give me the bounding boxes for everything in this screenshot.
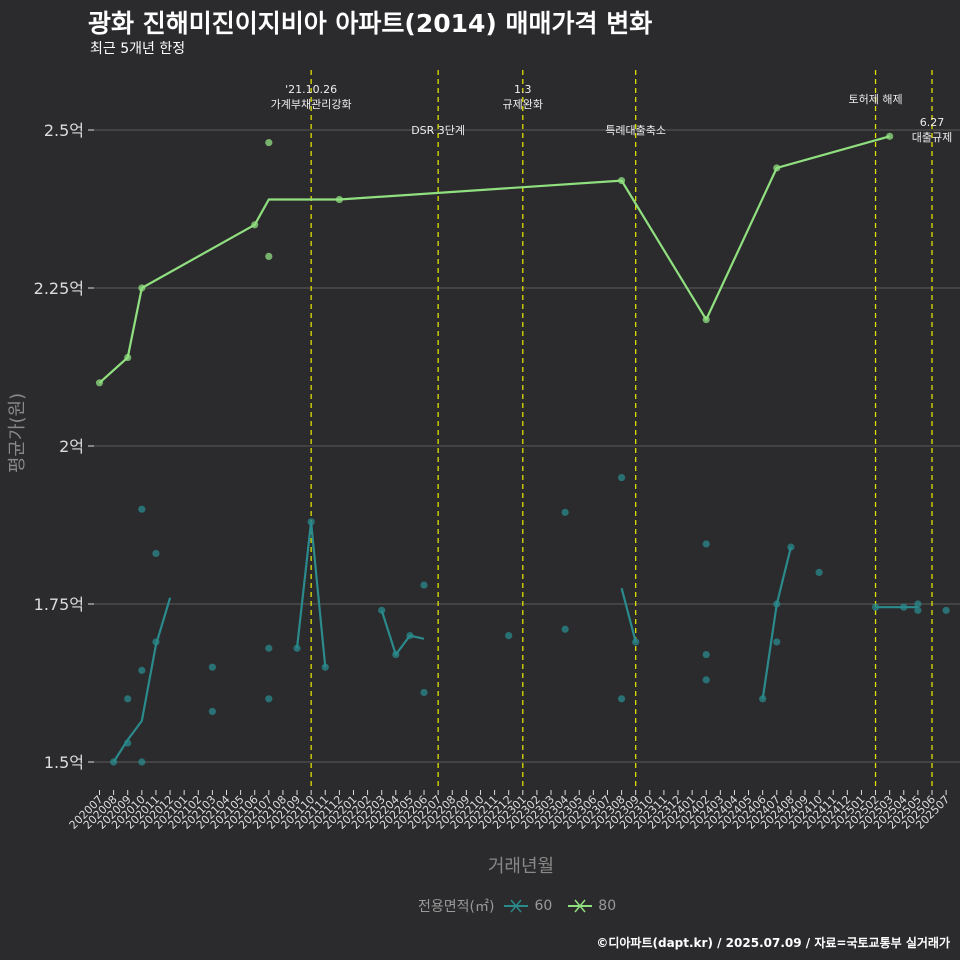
series-60-point — [265, 695, 273, 703]
event-label: 특례대출축소 — [605, 124, 666, 137]
series-60-point — [617, 695, 626, 703]
event-label: 대출규제 — [912, 131, 952, 144]
y-tick-label: 1.75억 — [34, 595, 84, 614]
series-layer — [95, 132, 950, 766]
series-80-point — [138, 284, 146, 292]
series-80-point — [124, 353, 132, 362]
series-60-point — [265, 644, 273, 652]
event-label: 가계부채관리강화 — [271, 98, 352, 111]
legend-label-60: 60 — [534, 898, 553, 914]
series-80-point — [702, 316, 710, 324]
series-80-point — [617, 176, 626, 185]
series-60-point — [293, 644, 301, 652]
y-axis-title: 평균가(원) — [7, 392, 28, 474]
series-60-point — [152, 549, 160, 558]
series-60-point — [138, 666, 146, 674]
event-label: 1.3 — [514, 83, 532, 96]
event-label: 토허제 해제 — [848, 92, 902, 106]
series-60-point — [914, 600, 922, 608]
series-60-point — [110, 758, 118, 766]
series-60-point — [702, 676, 710, 684]
x-axis: 2020072020082020092020102020112020122021… — [67, 790, 952, 832]
series-60-point — [632, 638, 640, 646]
legend-key-60 — [504, 899, 529, 913]
series-80-point — [265, 139, 273, 147]
series-60-line — [380, 609, 425, 656]
series-60-point — [392, 650, 400, 659]
series-60-point — [942, 606, 950, 614]
series-60-point — [561, 625, 569, 633]
series-60-point — [773, 600, 781, 608]
series-60-point — [871, 603, 880, 611]
y-tick-label: 1.5억 — [44, 753, 84, 772]
chart-subtitle: 최근 5개년 한정 — [90, 41, 186, 57]
series-60-point — [914, 606, 922, 614]
series-80-point — [773, 164, 781, 172]
series-60-point — [420, 581, 428, 589]
event-label: 규제완화 — [503, 98, 543, 111]
event-label: DSR 3단계 — [411, 124, 465, 137]
series-60-point — [378, 606, 386, 614]
series-60-point — [406, 632, 414, 640]
series-60-point — [900, 603, 908, 611]
series-80-point — [251, 221, 259, 229]
series-60-line — [761, 546, 792, 699]
series-60-point — [561, 508, 569, 516]
y-tick-label: 2.5억 — [44, 121, 84, 140]
series-80-line — [98, 135, 890, 384]
series-60-point — [702, 650, 710, 659]
series-60-point — [307, 518, 315, 526]
series-60-point — [773, 638, 781, 646]
chart-title: 광화 진해미진이지비아 아파트(2014) 매매가격 변화 — [88, 9, 653, 38]
series-60-point — [208, 707, 216, 716]
y-axis: 1.5억 1.75억 2억 2.25억 2.5억 — [34, 121, 94, 772]
x-axis-title: 거래년월 — [487, 856, 555, 877]
grid-lines — [88, 129, 960, 763]
event-label: 6.27 — [920, 116, 945, 129]
series-60-point — [208, 663, 216, 671]
series-60-point — [787, 543, 795, 551]
legend-key-80 — [568, 899, 593, 913]
series-60-point — [152, 638, 160, 646]
series-60-point — [138, 505, 146, 513]
legend-label-80: 80 — [598, 898, 617, 914]
series-60-point — [702, 540, 710, 548]
series-60-point — [321, 663, 329, 671]
series-60-point — [124, 739, 132, 747]
series-60-line — [620, 587, 637, 643]
y-tick-label: 2.25억 — [34, 279, 84, 298]
source-caption: ©디아파트(dapt.kr) / 2025.07.09 / 자료=국토교통부 실… — [596, 936, 950, 950]
legend: 전용면적(㎡) 60 80 — [418, 896, 622, 916]
y-tick-label: 2억 — [59, 437, 84, 456]
series-80-point — [95, 379, 104, 387]
series-60-point — [505, 632, 513, 640]
series-60-line — [112, 597, 172, 763]
series-80-point — [335, 195, 343, 204]
series-80-point — [265, 252, 273, 260]
series-80-point — [886, 132, 894, 140]
series-60-point — [617, 474, 626, 482]
event-label: '21.10.26 — [285, 83, 337, 96]
series-60-point — [815, 568, 823, 577]
legend-title: 전용면적(㎡) — [418, 899, 495, 915]
series-60-point — [759, 695, 767, 703]
series-60-point — [138, 758, 146, 766]
series-60-point — [124, 695, 132, 703]
series-60-point — [420, 688, 428, 697]
